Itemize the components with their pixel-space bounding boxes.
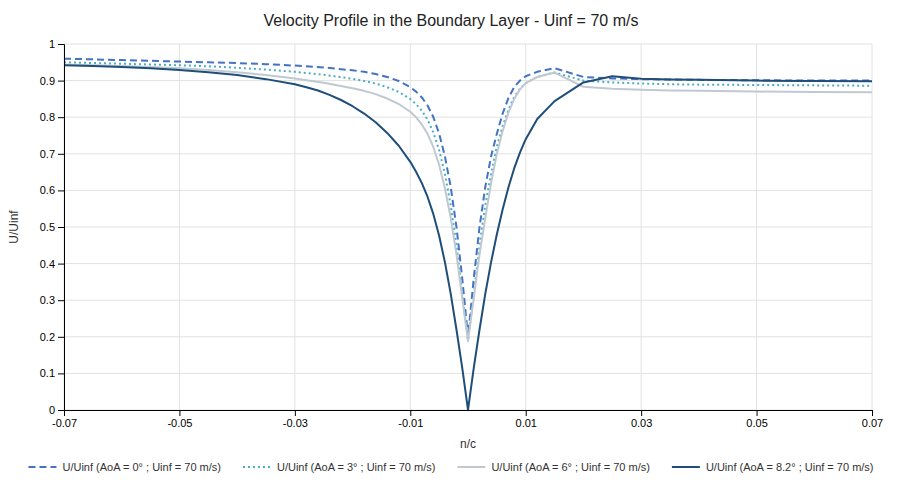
grid-line-y (64, 190, 872, 191)
y-tick-label: 0.6 (40, 184, 55, 196)
x-tick-label: -0.01 (398, 417, 423, 429)
grid (64, 44, 872, 410)
x-tick-mark (757, 410, 758, 416)
x-tick: -0.03 (283, 410, 308, 429)
legend-swatch (457, 466, 485, 468)
legend-swatch (243, 466, 271, 468)
y-tick-label: 0.5 (40, 221, 55, 233)
y-tick: 0.2 (40, 331, 64, 343)
y-tick: 0.8 (40, 111, 64, 123)
legend-item: U/Uinf (AoA = 6° ; Uinf = 70 m/s) (457, 461, 649, 473)
y-tick-mark (58, 300, 64, 301)
y-tick-mark (58, 117, 64, 118)
x-tick-label: 0.01 (516, 417, 537, 429)
y-tick: 0.6 (40, 184, 64, 196)
y-tick: 0.5 (40, 221, 64, 233)
y-tick-mark (58, 190, 64, 191)
legend-label: U/Uinf (AoA = 0° ; Uinf = 70 m/s) (62, 461, 220, 473)
y-tick-mark (58, 264, 64, 265)
plot-area: -0.07 -0.05 -0.03 -0.01 0.01 0.03 0.05 0.07 0 0.1… (40, 38, 884, 429)
grid-line-y (64, 227, 872, 228)
y-tick-label: 0.3 (40, 294, 55, 306)
y-tick-mark (58, 410, 64, 411)
x-tick-label: -0.07 (52, 417, 77, 429)
grid-line-y (64, 300, 872, 301)
x-tick: 0.05 (746, 410, 767, 429)
y-tick: 0.4 (40, 258, 64, 270)
x-tick-mark (641, 410, 642, 416)
x-tick: 0.01 (516, 410, 537, 429)
y-tick-label: 0.2 (40, 331, 55, 343)
legend-item: U/Uinf (AoA = 8.2° ; Uinf = 70 m/s) (672, 461, 874, 473)
y-tick-mark (58, 154, 64, 155)
y-tick: 0.1 (40, 367, 64, 379)
y-tick-label: 0 (49, 404, 55, 416)
y-axis-line (58, 45, 65, 411)
y-tick-label: 0.4 (40, 258, 55, 270)
y-tick-label: 0.1 (40, 367, 55, 379)
legend-label: U/Uinf (AoA = 6° ; Uinf = 70 m/s) (491, 461, 649, 473)
y-tick-label: 0.7 (40, 148, 55, 160)
grid-line-y (64, 117, 872, 118)
series-line (64, 59, 872, 337)
x-tick: -0.05 (167, 410, 192, 429)
chart: Velocity Profile in the Boundary Layer -… (0, 0, 902, 486)
y-tick-label: 0.9 (40, 75, 55, 87)
legend-label: U/Uinf (AoA = 8.2° ; Uinf = 70 m/s) (706, 461, 874, 473)
grid-line-y (64, 263, 872, 264)
x-tick-label: -0.05 (167, 417, 192, 429)
x-tick-mark (410, 410, 411, 416)
y-tick: 0.3 (40, 294, 64, 306)
x-tick-label: 0.05 (746, 417, 767, 429)
legend: U/Uinf (AoA = 0° ; Uinf = 70 m/s) U/Uinf … (28, 461, 873, 473)
lines (64, 59, 872, 410)
grid-line-y (64, 153, 872, 154)
x-tick-mark (295, 410, 296, 416)
x-tick: -0.07 (52, 410, 77, 429)
x-tick-mark (179, 410, 180, 416)
x-tick-mark (526, 410, 527, 416)
y-tick-mark (58, 227, 64, 228)
x-tick: -0.01 (398, 410, 423, 429)
title: Velocity Profile in the Boundary Layer -… (264, 12, 639, 29)
y-tick: 0.7 (40, 148, 64, 160)
y-tick-mark (58, 81, 64, 82)
y-tick-label: 0.8 (40, 111, 55, 123)
x-axis: -0.07 -0.05 -0.03 -0.01 0.01 0.03 0.05 0.07 (52, 410, 883, 429)
grid-line-y (64, 44, 872, 45)
series-line (64, 64, 872, 341)
x-tick: 0.03 (631, 410, 652, 429)
y-tick: 0.9 (40, 75, 64, 87)
legend-swatch (672, 466, 700, 468)
x-tick-label: 0.07 (862, 417, 883, 429)
y-tick: 0 (49, 404, 64, 416)
x-axis-line (65, 411, 873, 417)
x-tick: 0.07 (862, 410, 883, 429)
legend-label: U/Uinf (AoA = 3° ; Uinf = 70 m/s) (277, 461, 435, 473)
legend-swatch (28, 466, 56, 468)
y-axis: 0 0.1 0.2 0.3 0.4 0.5 0.6 0.7 0.8 0.9 1 (40, 38, 65, 416)
y-axis-title: U/Uinf (7, 210, 21, 244)
series-line (64, 62, 872, 340)
x-tick-label: -0.03 (283, 417, 308, 429)
y-tick: 1 (49, 38, 64, 50)
x-tick-mark (872, 410, 873, 416)
y-tick-label: 1 (49, 38, 55, 50)
series-line (64, 65, 872, 410)
legend-item: U/Uinf (AoA = 0° ; Uinf = 70 m/s) (28, 461, 220, 473)
x-tick-label: 0.03 (631, 417, 652, 429)
y-tick-mark (58, 337, 64, 338)
y-tick-mark (58, 44, 64, 45)
legend-item: U/Uinf (AoA = 3° ; Uinf = 70 m/s) (243, 461, 435, 473)
grid-line-y (64, 373, 872, 374)
y-tick-mark (58, 373, 64, 374)
x-axis-title: n/c (460, 437, 476, 451)
